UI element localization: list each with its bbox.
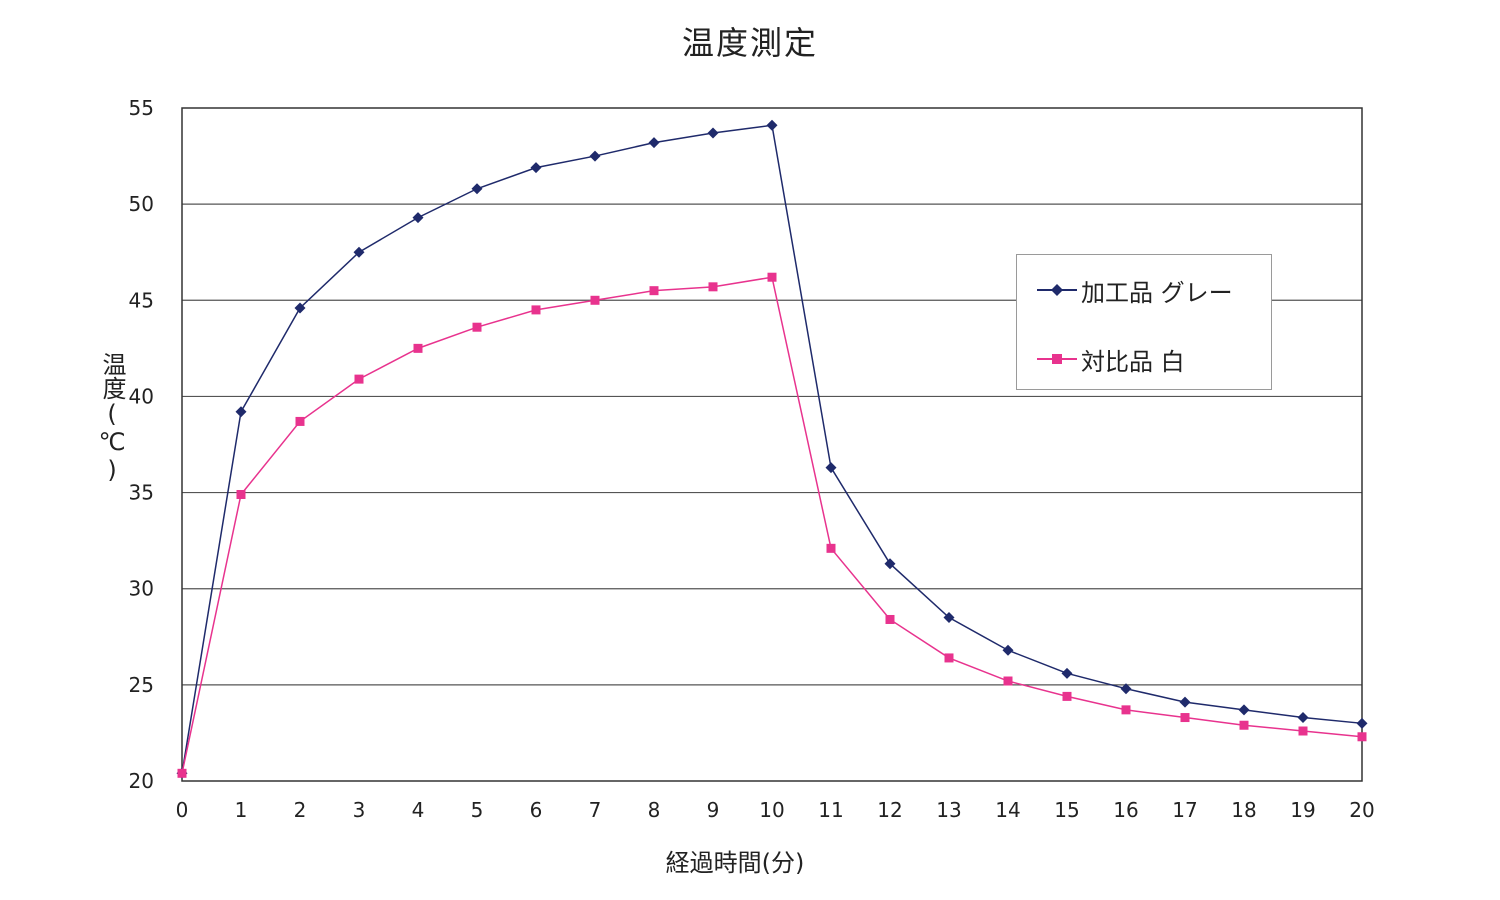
y-tick-label: 45 [129, 288, 154, 312]
data-point [648, 137, 660, 149]
data-point [413, 343, 423, 353]
data-point [767, 272, 777, 282]
x-axis-label: 経過時間(分) [665, 849, 805, 877]
data-point [1239, 720, 1249, 730]
grid-lines [182, 203, 1362, 686]
x-tick-label: 19 [1290, 798, 1315, 822]
chart-title: 温度測定 [681, 24, 818, 62]
legend-swatch-diamond-icon [1037, 280, 1077, 300]
x-tick-label: 10 [759, 798, 784, 822]
data-point [353, 246, 365, 258]
y-tick-label: 40 [129, 384, 154, 408]
data-point [1356, 717, 1368, 729]
series-1 [176, 119, 1368, 779]
x-tick-label: 13 [936, 798, 961, 822]
y-tick-label: 30 [129, 577, 154, 601]
data-point [590, 295, 600, 305]
data-point [1061, 667, 1073, 679]
y-axis-label: 温度(℃) [98, 352, 126, 484]
data-point [943, 612, 955, 624]
y-axis-ticks: 20 25 30 35 40 45 50 55 [129, 96, 154, 793]
data-point [884, 558, 896, 570]
series-line [181, 124, 1363, 774]
y-tick-label: 25 [129, 673, 154, 697]
x-tick-label: 6 [530, 798, 543, 822]
legend-label: 加工品 グレー [1081, 278, 1233, 307]
data-point [531, 305, 541, 315]
x-tick-label: 20 [1349, 798, 1374, 822]
data-point [177, 768, 187, 778]
x-tick-label: 16 [1113, 798, 1138, 822]
data-point [294, 302, 306, 314]
data-point [589, 150, 601, 162]
data-point [412, 212, 424, 224]
x-tick-label: 5 [471, 798, 484, 822]
data-point [1120, 683, 1132, 695]
y-tick-label: 20 [129, 769, 154, 793]
x-tick-label: 17 [1172, 798, 1197, 822]
data-point [1238, 704, 1250, 716]
y-tick-label: 50 [129, 192, 154, 216]
x-tick-label: 1 [235, 798, 248, 822]
data-point [707, 127, 719, 139]
data-point [944, 653, 954, 663]
data-point [1298, 726, 1308, 736]
legend-label: 対比品 白 [1081, 347, 1185, 376]
data-point [354, 374, 364, 384]
plot-area [181, 107, 1363, 782]
x-tick-label: 18 [1231, 798, 1256, 822]
x-tick-label: 9 [707, 798, 720, 822]
data-point [766, 119, 778, 131]
data-point [472, 322, 482, 332]
data-point [885, 614, 895, 624]
x-tick-label: 11 [818, 798, 843, 822]
data-point [825, 462, 837, 474]
x-tick-label: 0 [176, 798, 189, 822]
y-tick-label: 35 [129, 481, 154, 505]
x-tick-label: 15 [1054, 798, 1079, 822]
x-tick-label: 8 [648, 798, 661, 822]
x-tick-label: 4 [412, 798, 425, 822]
x-tick-label: 3 [353, 798, 366, 822]
data-point [530, 162, 542, 174]
x-tick-label: 2 [294, 798, 307, 822]
data-point [471, 183, 483, 195]
legend-item-control-white: 対比品 白 [1037, 344, 1185, 376]
data-point [1179, 696, 1191, 708]
data-point [1180, 713, 1190, 723]
y-tick-label: 55 [129, 96, 154, 120]
data-point [235, 406, 247, 418]
legend-swatch-square-icon [1037, 349, 1077, 369]
x-axis-ticks: 0 1 2 3 4 5 6 7 8 9 10 11 12 13 14 15 16 17 18 19 20 [176, 798, 1375, 822]
data-point [708, 282, 718, 292]
data-point [1062, 691, 1072, 701]
legend-item-processed-gray: 加工品 グレー [1037, 275, 1233, 307]
x-tick-label: 14 [995, 798, 1020, 822]
data-point [236, 489, 246, 499]
data-point [826, 543, 836, 553]
data-point [1121, 705, 1131, 715]
x-tick-label: 12 [877, 798, 902, 822]
legend: 加工品 グレー 対比品 白 [1016, 254, 1272, 390]
series-2 [177, 272, 1367, 778]
data-point [1003, 676, 1013, 686]
x-tick-label: 7 [589, 798, 602, 822]
series-layer [176, 119, 1368, 779]
data-point [1297, 712, 1309, 724]
data-point [295, 416, 305, 426]
data-point [1357, 732, 1367, 742]
data-point [649, 286, 659, 296]
data-point [1002, 644, 1014, 656]
